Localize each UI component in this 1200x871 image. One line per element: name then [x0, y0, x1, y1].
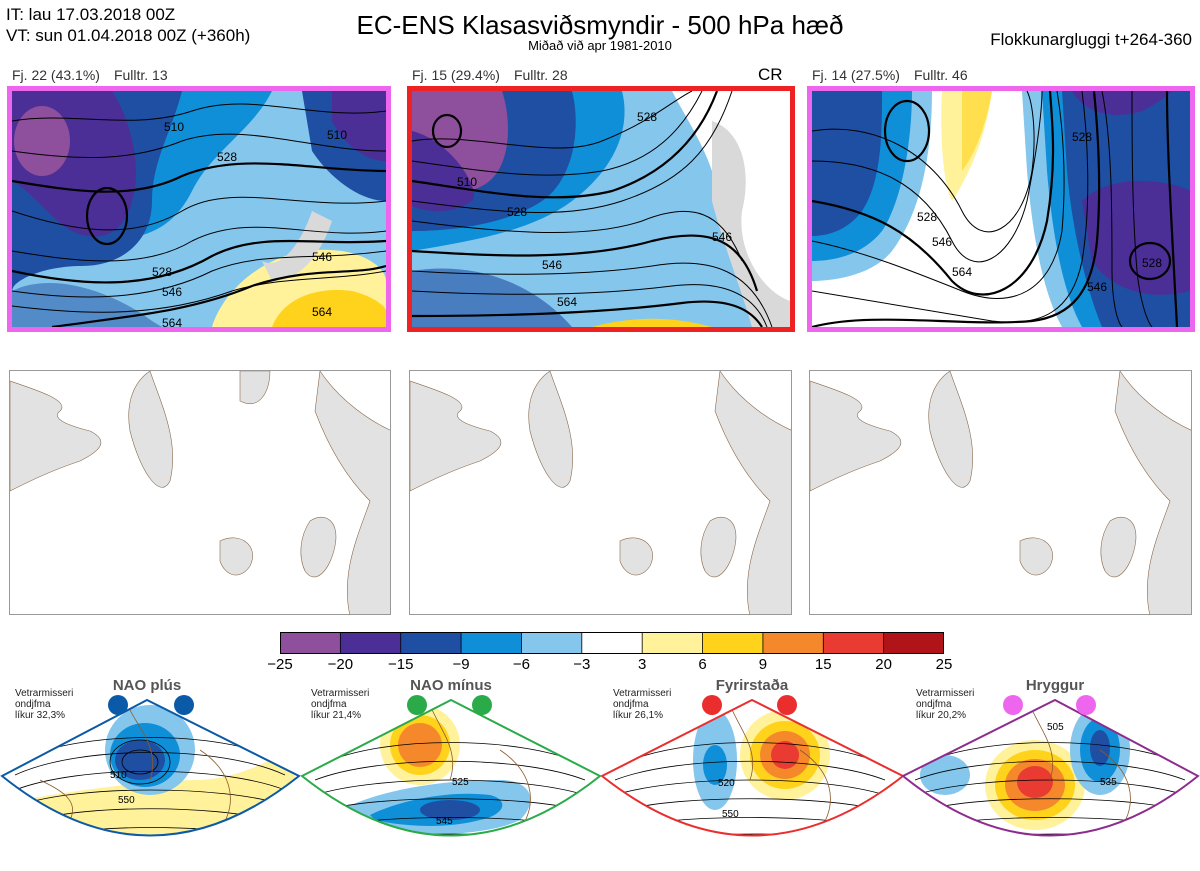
c1-label-3: 564 [312, 305, 332, 319]
r3-label-0: 520 [718, 778, 735, 789]
map-row2-2 [409, 370, 792, 615]
header-info: IT: lau 17.03.2018 00Z VT: sun 01.04.201… [6, 4, 250, 46]
c1-label-0: 510 [164, 120, 184, 134]
regime-maps: 510 550 525 545 565 [0, 695, 1200, 861]
c3-label-5: 546 [1087, 280, 1107, 294]
cluster-2-count: Fj. 15 (29.4%) [412, 67, 500, 83]
c1-label-2: 546 [312, 250, 332, 264]
colorbar-tick: −6 [512, 656, 531, 673]
c1-label-4: 510 [327, 128, 347, 142]
r3-label-2: 560 [737, 833, 754, 844]
colorbar-tick: −3 [573, 656, 591, 673]
c2-label-0: 510 [457, 175, 477, 189]
r4-label-0: 505 [1047, 722, 1064, 733]
c3-label-0: 528 [917, 210, 937, 224]
colorbar-cell [883, 632, 944, 654]
r1-label-1: 550 [118, 795, 135, 806]
colorbar-cell [339, 632, 402, 654]
cluster-3-count: Fj. 14 (27.5%) [812, 67, 900, 83]
cluster-map-2: 510 528 546 564 528 546 [407, 86, 795, 332]
r2-label-1: 545 [436, 816, 453, 827]
colorbar-cell [400, 632, 462, 654]
c1-label-7: 564 [162, 316, 182, 327]
colorbar-cell [460, 632, 523, 654]
page-title: EC-ENS Klasasviðsmyndir - 500 hPa hæð [356, 10, 844, 40]
c2-label-3: 564 [557, 295, 577, 309]
c3-label-4: 528 [1142, 256, 1162, 270]
regime-3-note: Vetrarmisseri ondjfma líkur 26,1% [613, 688, 672, 721]
colorbar-cell [521, 632, 583, 654]
colorbar-cell [581, 632, 644, 654]
c3-label-2: 564 [952, 265, 972, 279]
regime-4-note: Vetrarmisseri ondjfma líkur 20,2% [916, 688, 975, 721]
cluster-2-label: Fj. 15 (29.4%) Fulltr. 28 [412, 67, 582, 83]
r4-label-2: 560 [1093, 836, 1110, 847]
colorbar-cell [702, 632, 764, 654]
cluster-3-rep: Fulltr. 46 [913, 67, 968, 83]
colorbar-cell [762, 632, 825, 654]
regime-2-title: NAO mínus [410, 677, 492, 694]
regime-3-title: Fyrirstaða [715, 677, 789, 694]
colorbar-tick: 15 [814, 656, 832, 673]
colorbar-cell [280, 632, 342, 654]
c2-label-1: 528 [507, 205, 527, 219]
colorbar-tick: 25 [935, 656, 953, 673]
regime-1-title: NAO plús [112, 677, 182, 694]
c2-label-5: 546 [712, 230, 732, 244]
r2-label-2: 565 [447, 850, 464, 861]
colorbar-tick: 9 [758, 656, 768, 673]
colorbar-cell [822, 632, 885, 654]
colorbar-tick: −15 [387, 656, 414, 673]
colorbar [280, 632, 944, 654]
c3-label-3: 528 [1072, 130, 1092, 144]
c1-label-5: 528 [152, 265, 172, 279]
c3-label-1: 546 [932, 235, 952, 249]
r4-label-1: 535 [1100, 777, 1117, 788]
cluster-1-label: Fj. 22 (43.1%) Fulltr. 13 [12, 67, 182, 83]
map-row2-1 [9, 370, 391, 615]
colorbar-tick: −9 [452, 656, 470, 673]
colorbar-cell [641, 632, 704, 654]
valid-time: VT: sun 01.04.2018 00Z (+360h) [6, 26, 251, 45]
r3-label-1: 550 [722, 809, 739, 820]
cluster-2-badge: CR [758, 65, 783, 84]
map-row2-3 [809, 370, 1192, 615]
page-subtitle: Miðað við apr 1981-2010 [528, 38, 672, 53]
colorbar-tick: −25 [267, 656, 293, 673]
colorbar-tick: 3 [638, 656, 647, 673]
cluster-1-count: Fj. 22 (43.1%) [12, 67, 100, 83]
classification-window: Flokkunargluggi t+264-360 [990, 30, 1192, 49]
regime-4-title: Hryggur [1025, 677, 1085, 694]
c1-label-1: 528 [217, 150, 237, 164]
cluster-map-3: 528 546 564 528 528 546 [807, 86, 1195, 332]
colorbar-tick: −20 [327, 656, 354, 673]
colorbar-tick: 20 [875, 656, 892, 673]
r2-label-0: 525 [452, 777, 469, 788]
regime-1-note: Vetrarmisseri ondjfma líkur 32,3% [15, 688, 74, 721]
r1-label-0: 510 [110, 770, 127, 781]
cluster-3-label: Fj. 14 (27.5%) Fulltr. 46 [812, 67, 982, 83]
cluster-2-rep: Fulltr. 28 [513, 67, 568, 83]
c2-label-4: 528 [637, 110, 657, 124]
colorbar-tick: 6 [698, 656, 707, 673]
cluster-map-1: 510 528 546 564 510 528 546 564 [7, 86, 391, 332]
cluster-1-rep: Fulltr. 13 [113, 67, 168, 83]
c1-label-6: 546 [162, 285, 182, 299]
issue-time: IT: lau 17.03.2018 00Z [6, 5, 176, 24]
c2-label-2: 546 [542, 258, 562, 272]
regime-2-note: Vetrarmisseri ondjfma líkur 21,4% [311, 688, 370, 721]
